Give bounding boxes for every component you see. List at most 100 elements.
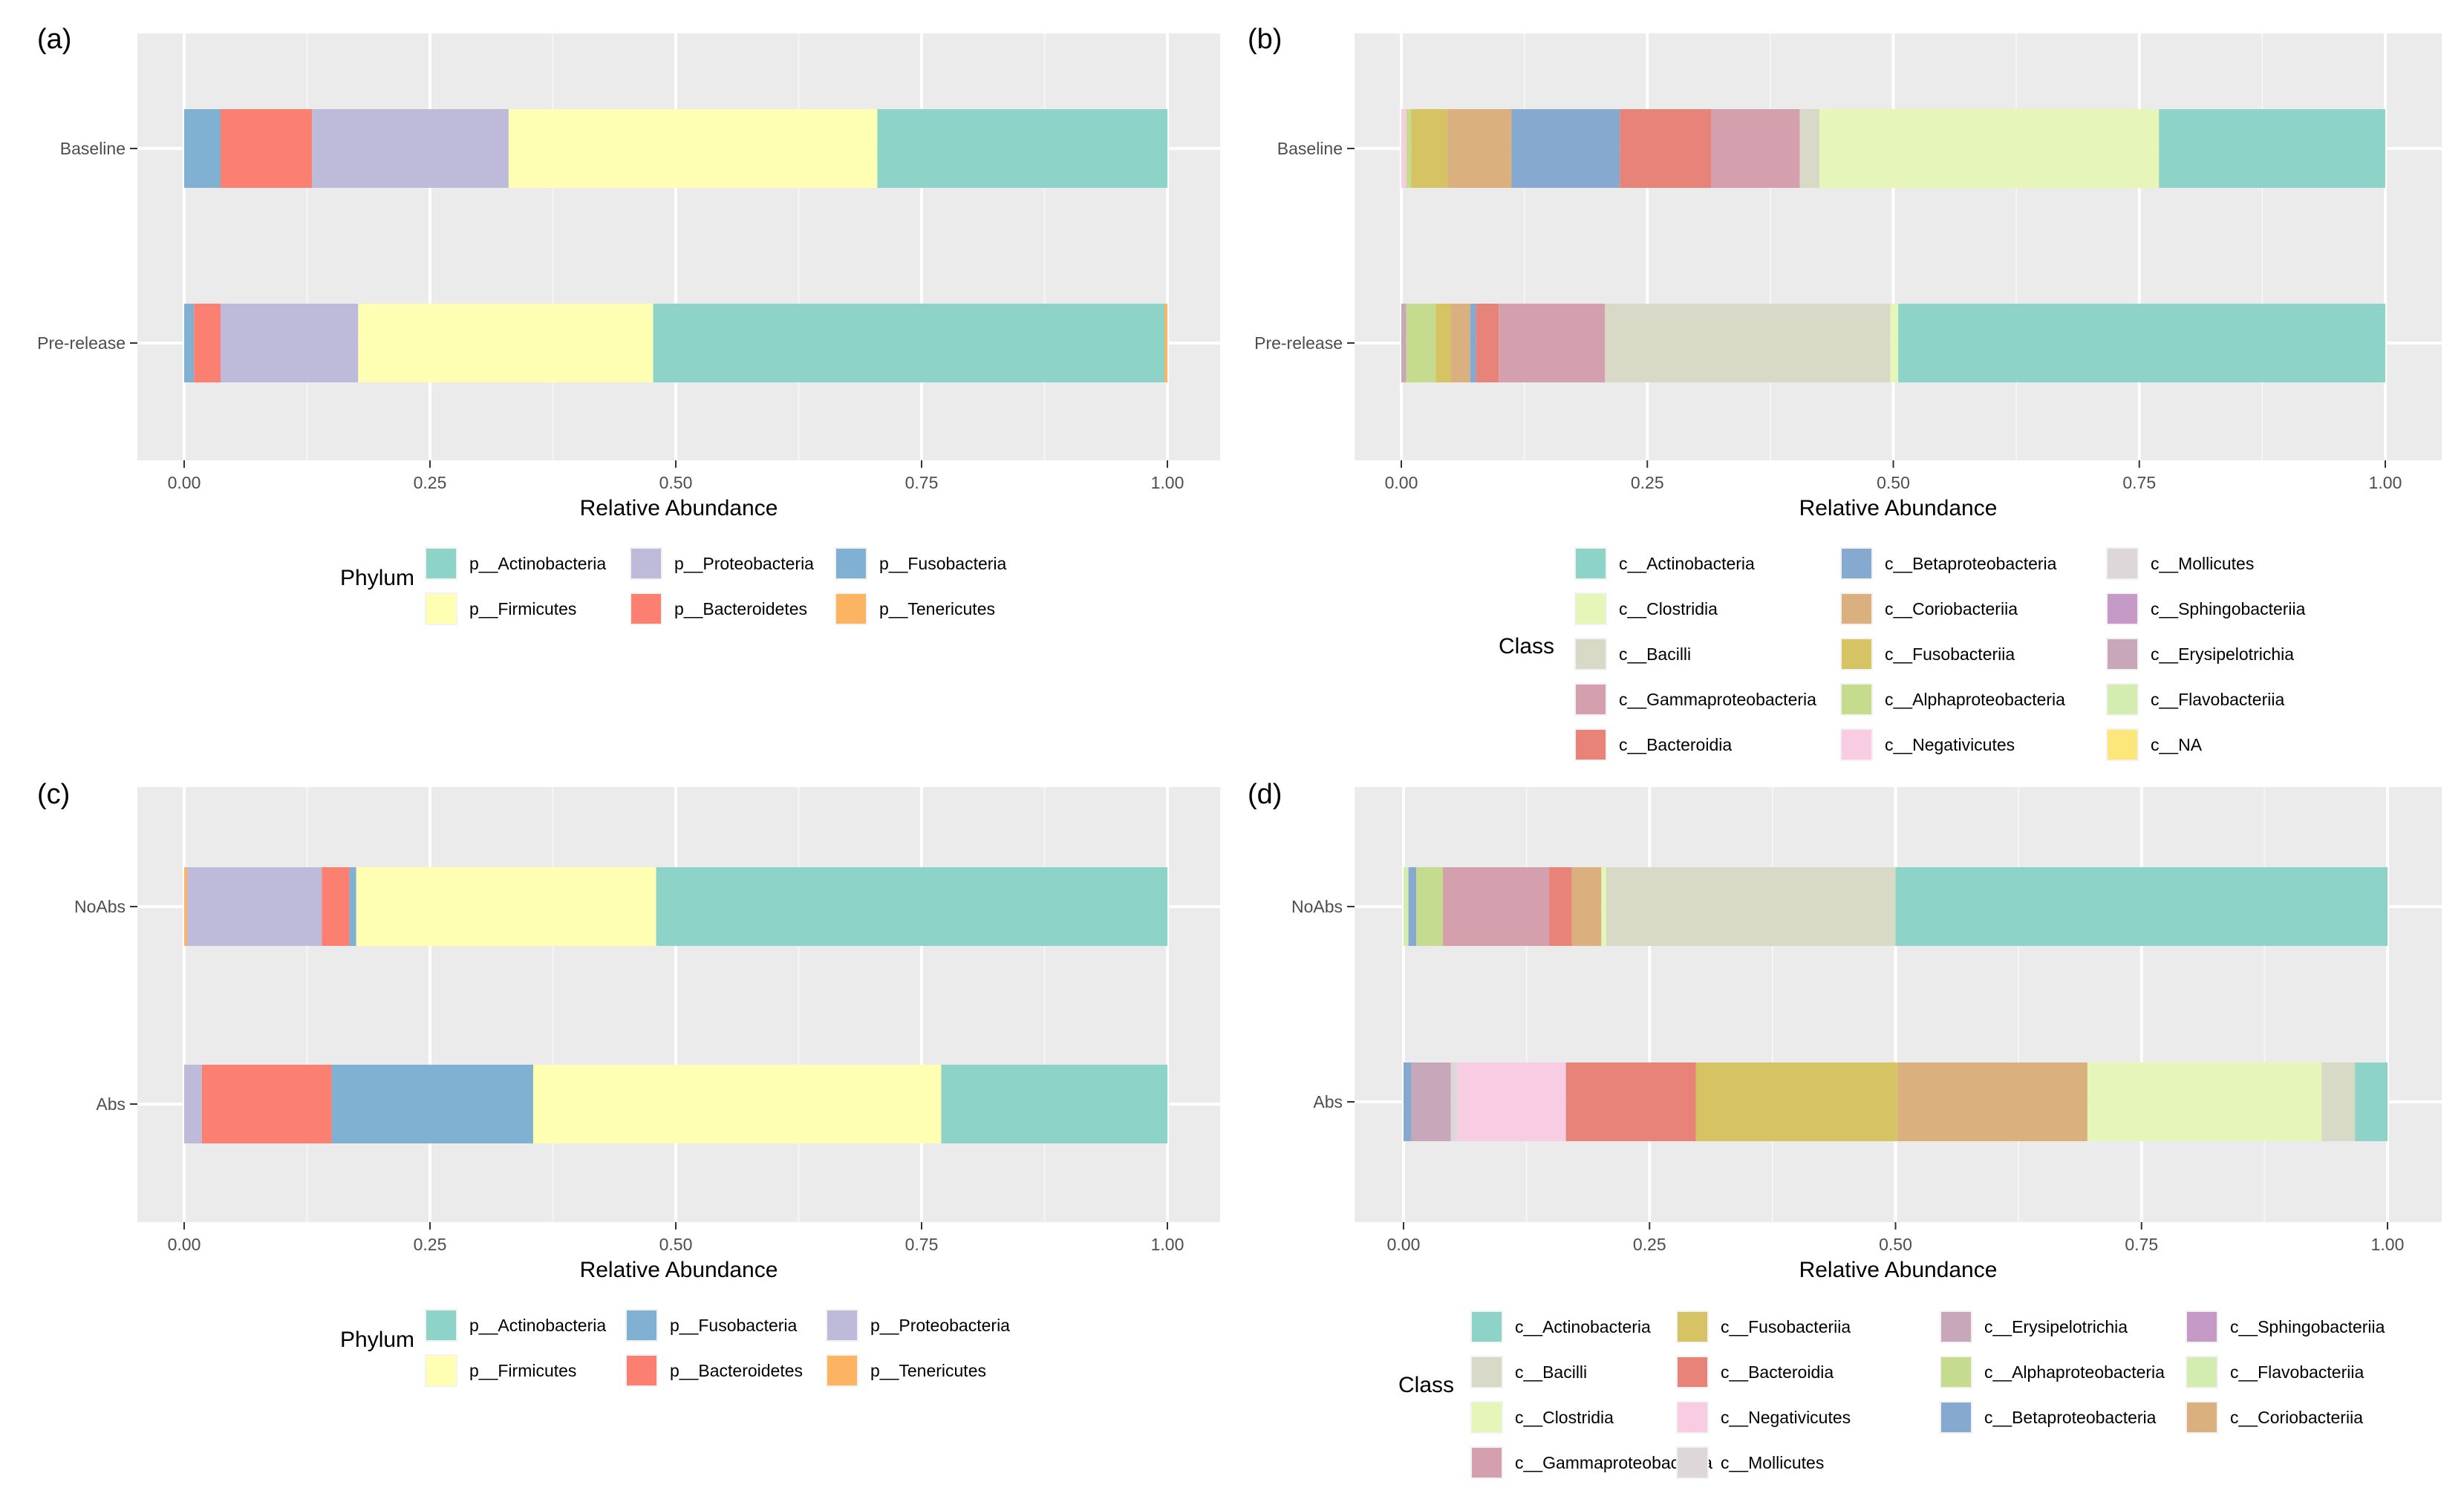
legend-label: p__Fusobacteria xyxy=(670,1316,798,1335)
legend-label: p__Bacteroidetes xyxy=(670,1361,803,1380)
legend-key-swatch xyxy=(426,1356,456,1385)
legend-key-swatch xyxy=(1842,639,1871,669)
x-tick-label: 0.75 xyxy=(2125,1235,2158,1254)
legend-item-c-mollicutes: c__Mollicutes xyxy=(2106,547,2254,580)
legend-label: c__Bacteroidia xyxy=(1619,735,1732,754)
bar-segment-noabs-p-actinobacteria xyxy=(656,867,1167,946)
legend-key-swatch xyxy=(2108,685,2137,714)
y-tick-label: Baseline xyxy=(1277,139,1343,158)
legend-item-c-na: c__NA xyxy=(2106,728,2203,761)
bar-segment-abs-c-bacilli xyxy=(2321,1062,2356,1141)
legend-label: p__Firmicutes xyxy=(469,1361,576,1380)
legend-label: c__Sphingobacteriia xyxy=(2151,599,2306,618)
bar-segment-noabs-p-fusobacteria xyxy=(349,867,356,946)
legend-item-c-fusobacteriia: c__Fusobacteriia xyxy=(1840,638,2015,670)
legend-key-swatch xyxy=(1842,549,1871,578)
bar-segment-noabs-c-actinobacteria xyxy=(1895,867,2388,946)
x-tick-label: 0.50 xyxy=(1879,1235,1912,1254)
bar-segment-abs-c-mollicutes xyxy=(1450,1062,1458,1141)
legend-key-swatch xyxy=(2108,639,2137,669)
bar-segment-baseline-c-coriobacteriia xyxy=(1447,109,1512,188)
bar-segment-abs-c-negativicutes xyxy=(1457,1062,1566,1141)
legend-item-c-clostridia: c__Clostridia xyxy=(1470,1401,1614,1434)
legend-label: c__NA xyxy=(2151,735,2203,754)
bar-segment-baseline-p-bacteroidetes xyxy=(220,109,313,188)
legend-label: c__Erysipelotrichia xyxy=(1984,1317,2128,1336)
legend-label: c__Fusobacteriia xyxy=(1721,1317,1851,1336)
bar-segment-pre-release-c-erysipelotrichia xyxy=(1401,304,1407,382)
x-tick-label: 0.25 xyxy=(414,473,447,492)
legend-key-swatch xyxy=(627,1356,656,1385)
x-tick-label: 1.00 xyxy=(2369,473,2402,492)
legend-label: c__Erysipelotrichia xyxy=(2151,644,2294,664)
legend-key-swatch xyxy=(1842,730,1871,760)
y-tick-label: Baseline xyxy=(60,139,126,158)
x-tick-label: 0.25 xyxy=(1633,1235,1666,1254)
legend-key-swatch xyxy=(827,1356,857,1385)
legend-item-c-flavobacteriia: c__Flavobacteriia xyxy=(2106,683,2284,716)
bar-segment-noabs-c-bacilli xyxy=(1606,867,1896,946)
bar-segment-baseline-p-actinobacteria xyxy=(877,109,1167,188)
bar-segment-pre-release-c-bacilli xyxy=(1605,304,1891,382)
legend-item-c-actinobacteria: c__Actinobacteria xyxy=(1574,547,1755,580)
legend-key-swatch xyxy=(1472,1448,1502,1478)
legend-title: Phylum xyxy=(340,566,414,590)
legend-key-swatch xyxy=(1941,1312,1971,1342)
bar-segment-abs-c-erysipelotrichia xyxy=(1411,1062,1451,1141)
bar-segment-abs-c-betaproteobacteria xyxy=(1404,1062,1412,1141)
x-tick-label: 0.00 xyxy=(1387,1235,1421,1254)
legend: Class c__Actinobacteria c__Fusobacteriia c_… xyxy=(1398,1310,2385,1479)
x-tick-label: 0.00 xyxy=(1385,473,1418,492)
legend-item-p-bacteroidetes: p__Bacteroidetes xyxy=(625,1354,803,1387)
legend-item-p-fusobacteria: p__Fusobacteria xyxy=(835,547,1007,580)
legend-key-swatch xyxy=(1576,639,1606,669)
legend-label: c__Negativicutes xyxy=(1885,735,2015,754)
bar-segment-pre-release-c-gammaproteobacteria xyxy=(1499,304,1606,382)
bar-segment-noabs-c-bacteroidia xyxy=(1549,867,1572,946)
panel-label: (c) xyxy=(37,779,70,810)
legend-key-swatch xyxy=(1842,685,1871,714)
legend-item-c-alphaproteobacteria: c__Alphaproteobacteria xyxy=(1840,683,2065,716)
legend-label: p__Bacteroidetes xyxy=(674,599,807,618)
legend-label: c__Clostridia xyxy=(1619,599,1718,618)
legend-key-swatch xyxy=(2187,1312,2217,1342)
panel-label: (d) xyxy=(1248,779,1282,810)
bar-segment-pre-release-c-alphaproteobacteria xyxy=(1406,304,1436,382)
legend-item-c-betaproteobacteria: c__Betaproteobacteria xyxy=(1940,1401,2157,1434)
legend-key-swatch xyxy=(1678,1448,1707,1478)
legend-label: c__Betaproteobacteria xyxy=(1984,1408,2157,1427)
legend-title: Class xyxy=(1499,634,1554,659)
x-tick-label: 0.75 xyxy=(905,1235,939,1254)
legend-key-swatch xyxy=(631,594,661,624)
bar-segment-abs-c-actinobacteria xyxy=(2355,1062,2388,1141)
legend-label: c__Gammaproteobacteria xyxy=(1619,690,1816,709)
bar-segment-noabs-c-flavobacteriia xyxy=(1404,867,1409,946)
legend-key-swatch xyxy=(1842,594,1871,624)
bar-segment-abs-p-firmicutes xyxy=(533,1065,942,1143)
legend-item-c-flavobacteriia: c__Flavobacteriia xyxy=(2186,1356,2364,1388)
legend-label: c__Sphingobacteriia xyxy=(2230,1317,2385,1336)
legend-key-swatch xyxy=(836,594,866,624)
legend-label: c__Actinobacteria xyxy=(1515,1317,1651,1336)
legend-item-c-clostridia: c__Clostridia xyxy=(1574,592,1718,625)
y-tick-label: Pre-release xyxy=(37,333,126,353)
legend-label: c__Flavobacteriia xyxy=(2151,690,2284,709)
bar-segment-abs-p-proteobacteria xyxy=(184,1065,202,1143)
x-axis-title: Relative Abundance xyxy=(1799,496,1998,520)
legend-label: c__Mollicutes xyxy=(1721,1453,1824,1472)
legend-item-c-erysipelotrichia: c__Erysipelotrichia xyxy=(2106,638,2294,670)
panel-d: (d) NoAbs Abs 0.00 0.25 0.50 0.75 1.00 Relative … xyxy=(1248,779,2442,1479)
legend-item-p-tenericutes: p__Tenericutes xyxy=(826,1354,986,1387)
bar-segment-abs-c-fusobacteriia xyxy=(1695,1062,1898,1141)
x-tick-label: 0.00 xyxy=(168,1235,201,1254)
legend-key-swatch xyxy=(1678,1403,1707,1432)
legend-item-c-coriobacteriia: c__Coriobacteriia xyxy=(2186,1401,2363,1434)
legend-key-swatch xyxy=(2187,1403,2217,1432)
x-tick-label: 0.25 xyxy=(414,1235,447,1254)
bar-segment-pre-release-p-bacteroidetes xyxy=(194,304,221,382)
bar-segment-pre-release-c-coriobacteriia xyxy=(1450,304,1470,382)
bar-segment-pre-release-p-firmicutes xyxy=(358,304,654,382)
bar-segment-pre-release-c-clostridia xyxy=(1890,304,1899,382)
legend-label: c__Bacteroidia xyxy=(1721,1362,1834,1382)
